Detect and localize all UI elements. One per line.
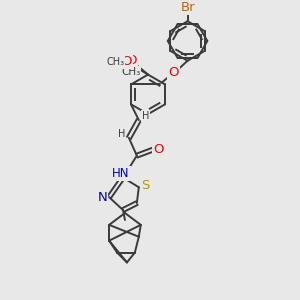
- Text: CH₃: CH₃: [122, 67, 141, 76]
- Text: N: N: [98, 191, 107, 204]
- Text: Br: Br: [181, 1, 196, 14]
- Text: S: S: [142, 179, 150, 192]
- Text: O: O: [121, 55, 131, 68]
- Text: O: O: [126, 54, 136, 67]
- Text: H: H: [118, 129, 126, 139]
- Text: HN: HN: [112, 167, 130, 180]
- Text: CH₃: CH₃: [106, 57, 124, 67]
- Text: H: H: [142, 111, 149, 121]
- Text: O: O: [169, 66, 179, 79]
- Text: O: O: [153, 143, 164, 156]
